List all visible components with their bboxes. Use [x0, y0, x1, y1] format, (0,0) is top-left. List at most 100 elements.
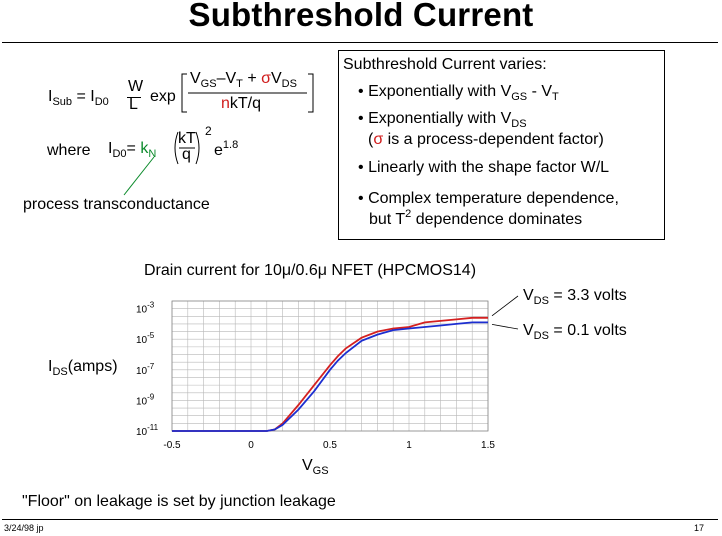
sigma-note-text: is a process-dependent factor): [383, 131, 604, 148]
temperature-line-2: but T2 dependence dominates: [369, 208, 583, 229]
l-denominator: L: [129, 96, 138, 113]
kn-term: kN: [140, 140, 157, 160]
plot-frame: [171, 300, 489, 432]
vds-symbol: V: [523, 322, 534, 339]
vt-subscript: T: [236, 78, 243, 90]
id0-subscript: D0: [94, 96, 109, 108]
kn-subscript: N: [148, 148, 157, 160]
y-axis-label: IDS(amps): [48, 358, 118, 378]
exp-function: exp: [150, 88, 176, 105]
isub-subscript: Sub: [52, 96, 73, 108]
bullet-text: Exponentially with V: [368, 83, 512, 100]
vt-symbol: –V: [216, 70, 237, 87]
kt-over-q: kT/q: [229, 95, 262, 112]
page-title: Subthreshold Current: [188, 0, 534, 33]
w-numerator: W: [128, 78, 144, 95]
leader-line-vds-3v3: [491, 295, 519, 317]
bullet-text: Linearly with the shape factor W/L: [368, 159, 610, 176]
vgs-subscript: GS: [511, 91, 528, 103]
callout-line: [123, 156, 155, 196]
sigma-symbol: σ: [373, 131, 384, 148]
vgs-subscript: GS: [200, 78, 217, 90]
bullet-vds: • Exponentially with VDS: [358, 110, 527, 130]
amps-unit: (amps): [67, 358, 118, 375]
bullet-shape-factor: • Linearly with the shape factor W/L: [358, 159, 609, 177]
id0-def-subscript: D0: [112, 148, 127, 160]
footer-divider: [2, 519, 718, 520]
y-tick-label: 10-11: [136, 423, 159, 438]
vds-subscript: DS: [533, 330, 549, 342]
plus-sign: +: [242, 70, 262, 87]
t-exponent: 2: [405, 208, 412, 220]
series-line-vds-0v1: [172, 321, 488, 432]
t-squared-text: but T: [369, 211, 406, 228]
x-tick-label: -0.5: [163, 440, 181, 451]
chart-tick-labels: -0.5 0 0.5 1 1.5 10-3 10-5 10-7 10-9 10-11: [136, 301, 495, 451]
bullet-text: Complex temperature dependence,: [368, 190, 619, 207]
y-tick-label: 10-7: [136, 362, 155, 377]
wl-fraction-bar: [127, 97, 141, 98]
title-divider: [2, 42, 718, 43]
kn-symbol: k: [140, 140, 149, 157]
exp-brackets: [181, 73, 314, 113]
bullet-temperature: • Complex temperature dependence,: [358, 190, 619, 208]
vds-value: = 3.3 volts: [548, 287, 627, 304]
vgs-symbol: V: [302, 457, 313, 474]
x-tick-label: 1.5: [481, 440, 495, 451]
kt-q-parens: [174, 131, 200, 165]
bullet-text: Exponentially with V: [368, 110, 512, 127]
chart-series: [172, 316, 488, 432]
vds-symbol: V: [271, 70, 282, 87]
slide-date: 3/24/98 jp: [4, 523, 44, 533]
vds-subscript: DS: [511, 118, 527, 130]
vds-subscript: DS: [533, 295, 549, 307]
varies-heading: Subthreshold Current varies:: [343, 56, 547, 73]
vds-symbol: V: [523, 287, 534, 304]
series-label-vds-0v1: VDS = 0.1 volts: [523, 322, 627, 342]
equals-sign: =: [76, 88, 86, 105]
exp-denominator: nkT/q: [221, 95, 261, 113]
x-tick-label: 0: [248, 440, 254, 451]
id0-symbol: I: [90, 88, 95, 105]
y-tick-label: 10-9: [136, 392, 155, 407]
bullet-marker: •: [358, 159, 364, 176]
e-term: e1.8: [214, 139, 239, 160]
vt-text: - V: [527, 83, 553, 100]
square-exponent: 2: [205, 124, 212, 138]
x-axis-label: VGS: [302, 457, 329, 477]
kt-numerator: kT: [178, 130, 196, 147]
bullet-vgs-vt: • Exponentially with VGS - VT: [358, 83, 559, 103]
vds-subscript: DS: [281, 78, 297, 90]
slide-page-number: 17: [694, 523, 705, 533]
varies-box: [338, 50, 665, 240]
n-factor: n: [221, 95, 230, 112]
sigma-symbol: σ: [261, 70, 271, 87]
ids-symbol: I: [48, 358, 53, 375]
chart-title: Drain current for 10μ/0.6μ NFET (HPCMOS1…: [144, 262, 477, 279]
bullet-marker: •: [358, 190, 364, 207]
isub-symbol: I: [48, 88, 53, 105]
exp-numerator: VGS–VT + σVDS: [190, 70, 297, 90]
series-leader-lines: [491, 295, 519, 330]
process-transconductance-label: process transconductance: [23, 196, 210, 213]
vt-subscript: T: [552, 91, 559, 103]
vgs-subscript: GS: [312, 465, 329, 477]
x-tick-label: 0.5: [323, 440, 337, 451]
id0-def-equals: =: [126, 140, 136, 157]
paren-open: (: [368, 131, 374, 148]
e-exponent: 1.8: [222, 139, 239, 151]
ids-subscript: DS: [52, 366, 68, 378]
id0-def-symbol: I: [108, 140, 113, 157]
y-tick-label: 10-3: [136, 301, 155, 316]
series-label-vds-3v3: VDS = 3.3 volts: [523, 287, 627, 307]
bullet-marker: •: [358, 110, 364, 127]
where-label: where: [47, 142, 91, 159]
sigma-note: (σ is a process-dependent factor): [368, 131, 604, 149]
x-tick-label: 1: [406, 440, 412, 451]
chart-grid: [171, 300, 489, 432]
vds-value: = 0.1 volts: [548, 322, 627, 339]
vgs-symbol: V: [190, 70, 201, 87]
dominates-text: dependence dominates: [411, 211, 583, 228]
chart-axes: [171, 300, 489, 432]
